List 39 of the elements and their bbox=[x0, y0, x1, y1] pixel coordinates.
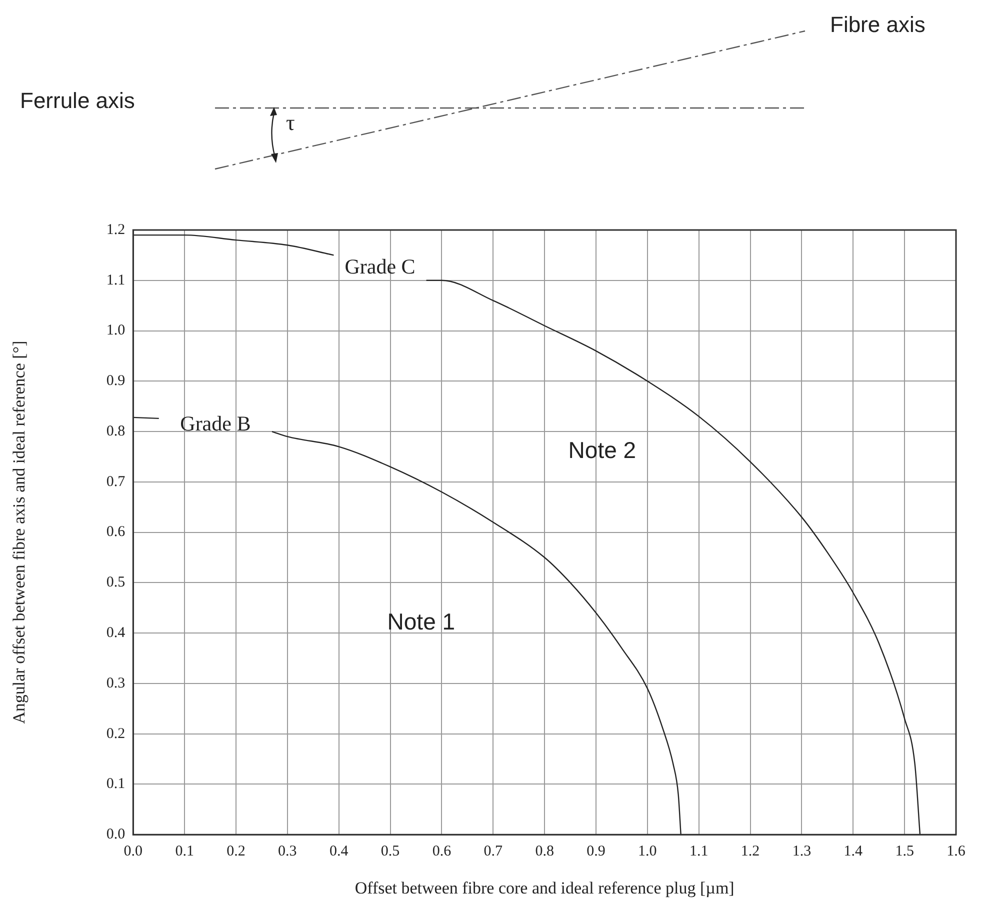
x-tick-label: 0.9 bbox=[586, 844, 606, 860]
text: Fibre axis bbox=[830, 12, 926, 38]
x-axis-title: Offset between fibre core and ideal reference plug [µm] bbox=[354, 878, 734, 898]
annotation: Note 1 bbox=[387, 608, 456, 634]
x-tick-label: 0.6 bbox=[432, 844, 452, 860]
x-tick-label: 0.8 bbox=[535, 844, 554, 860]
x-tick-label: 1.4 bbox=[844, 844, 864, 860]
y-axis-title: Angular offset between fibre axis and ideal reference [°] bbox=[10, 340, 29, 724]
annotation: Note 2 bbox=[568, 437, 636, 464]
y-tick-label: 1.0 bbox=[106, 322, 126, 339]
x-tick-label: 1.5 bbox=[895, 844, 914, 860]
text: Ferrule axis bbox=[20, 88, 135, 114]
text: τ bbox=[286, 110, 295, 136]
x-tick-label: 0.1 bbox=[175, 844, 194, 860]
x-tick-label: 1.1 bbox=[689, 844, 708, 860]
y-tick-label: 0.9 bbox=[106, 373, 126, 390]
x-tick-label: 0.2 bbox=[226, 844, 246, 860]
series-label: Grade C bbox=[344, 254, 416, 278]
y-tick-label: 0.0 bbox=[106, 826, 126, 843]
y-tick-label: 0.4 bbox=[106, 625, 126, 642]
y-tick-label: 0.1 bbox=[106, 776, 126, 792]
y-tick-label: 0.6 bbox=[106, 524, 126, 540]
y-tick-label: 0.8 bbox=[106, 423, 126, 440]
x-tick-label: 0.5 bbox=[380, 844, 400, 860]
x-tick-label: 0.3 bbox=[278, 844, 297, 860]
x-tick-label: 1.0 bbox=[638, 844, 657, 860]
series-label: Grade B bbox=[180, 412, 251, 436]
y-tick-label: 1.2 bbox=[106, 222, 126, 238]
x-tick-label: 0.4 bbox=[329, 844, 349, 860]
x-tick-label: 0.0 bbox=[124, 844, 143, 860]
y-tick-label: 1.1 bbox=[106, 272, 126, 288]
y-tick-label: 0.7 bbox=[106, 474, 126, 490]
y-tick-label: 0.2 bbox=[106, 726, 126, 742]
y-tick-label: 0.5 bbox=[106, 574, 126, 591]
x-tick-label: 1.2 bbox=[740, 844, 760, 860]
y-tick-label: 0.3 bbox=[106, 675, 126, 692]
x-tick-label: 1.6 bbox=[946, 844, 966, 860]
x-tick-label: 1.3 bbox=[792, 844, 812, 860]
x-tick-label: 0.7 bbox=[484, 844, 504, 860]
